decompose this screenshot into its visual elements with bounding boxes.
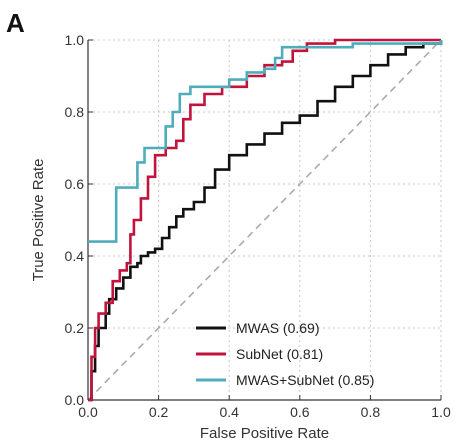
x-tick-label-1: 0.2: [149, 404, 169, 420]
x-axis-label: False Positive Rate: [200, 425, 329, 442]
y-tick-label-0: 0.0: [65, 392, 85, 408]
x-tick-label-5: 1.0: [431, 404, 451, 420]
series-line-1: [88, 38, 441, 402]
x-tick-label-2: 0.4: [219, 404, 239, 420]
x-tick-label-4: 0.8: [361, 404, 381, 420]
y-axis-label: True Positive Rate: [30, 159, 47, 282]
y-tick-label-2: 0.4: [65, 248, 85, 264]
chance-diagonal-line: [87, 39, 442, 401]
legend-label-0: MWAS (0.69): [236, 320, 320, 336]
series-line-2: [88, 40, 443, 243]
legend-label-1: SubNet (0.81): [236, 346, 323, 362]
y-tick-label-5: 1.0: [65, 32, 85, 48]
y-tick-label-3: 0.6: [65, 176, 85, 192]
legend-label-2: MWAS+SubNet (0.85): [236, 372, 374, 388]
x-tick-label-0: 0.0: [78, 404, 98, 420]
x-tick-label-3: 0.6: [290, 404, 310, 420]
panel-label: A: [6, 8, 25, 38]
y-tick-label-1: 0.2: [65, 320, 85, 336]
y-tick-label-4: 0.8: [65, 104, 85, 120]
